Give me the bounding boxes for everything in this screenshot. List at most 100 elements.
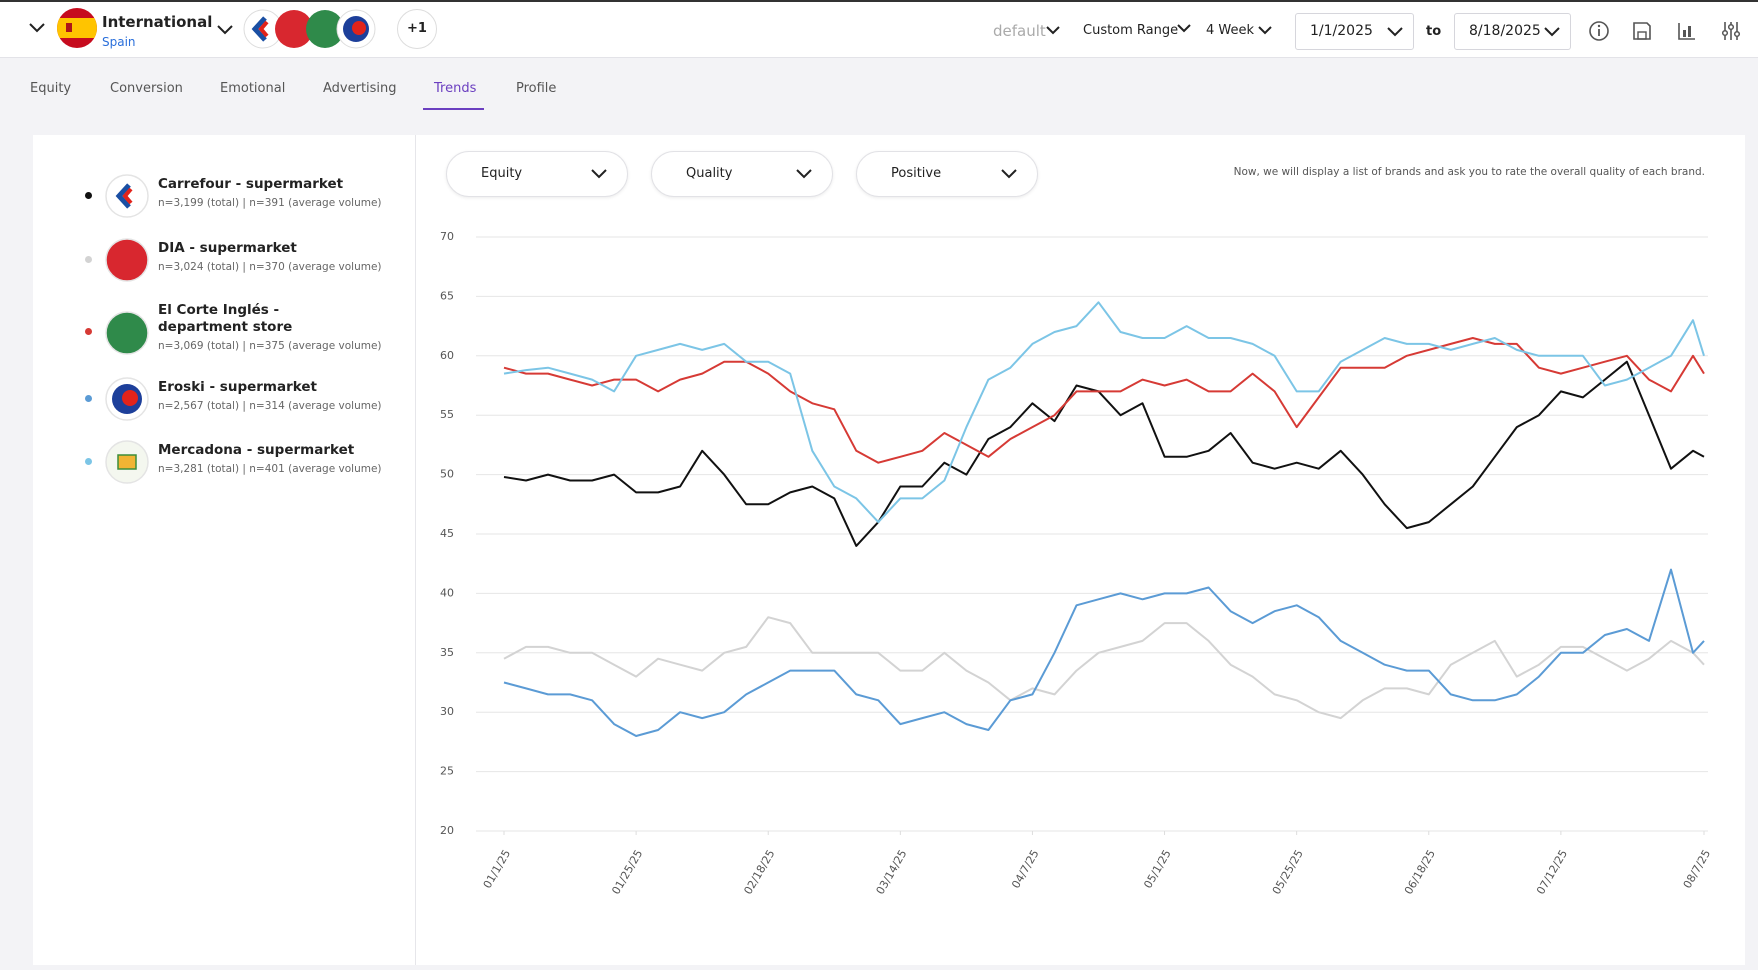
preset[interactable]: default	[993, 22, 1046, 40]
x-tick-label: 07/12/25	[1534, 848, 1570, 897]
tab[interactable]: Advertising	[323, 81, 397, 96]
dropdown-label: Quality	[686, 166, 733, 181]
legend-name: Mercadona - supermarket	[158, 442, 355, 458]
y-tick-label: 30	[440, 705, 454, 718]
start-date[interactable]: 1/1/2025	[1295, 13, 1414, 50]
legend-sample: n=3,199 (total) | n=391 (average volume)	[158, 197, 382, 209]
legend-name: Carrefour - supermarket	[158, 176, 344, 192]
chevron	[591, 169, 607, 179]
chevron-path	[1001, 169, 1017, 179]
end-date[interactable]: 8/18/2025	[1454, 13, 1571, 50]
brand-logo	[105, 238, 149, 282]
logo-mark	[115, 183, 131, 209]
x-tick-label: 01/1/25	[481, 848, 513, 891]
tab[interactable]: Profile	[516, 81, 557, 96]
brand-logos	[243, 9, 376, 49]
logo-circle	[105, 311, 149, 355]
end-date-text: 8/18/2025	[1469, 23, 1541, 39]
range[interactable]: Custom Range	[1083, 23, 1179, 38]
more-brands[interactable]: +1	[397, 9, 437, 49]
series-line	[503, 337, 1705, 464]
legend-sample: n=2,567 (total) | n=314 (average volume)	[158, 400, 382, 412]
start-date-text: 1/1/2025	[1310, 23, 1373, 39]
settings-icon[interactable]	[1720, 20, 1742, 42]
x-tick-label: 01/25/25	[609, 848, 645, 897]
logo-mark	[122, 187, 133, 205]
description: Now, we will display a list of brands an…	[1233, 166, 1705, 178]
y-tick-label: 35	[440, 646, 454, 659]
legend-dot	[85, 256, 92, 263]
dropdown-label: Equity	[481, 166, 523, 181]
x-tick-label: 02/18/25	[741, 848, 777, 897]
y-tick-label: 50	[440, 468, 454, 481]
dropdown-label: Positive	[891, 166, 942, 181]
period[interactable]: 4 Week	[1206, 23, 1255, 38]
brand-logo	[105, 311, 149, 355]
legend-dot	[85, 395, 92, 402]
chevron[interactable]	[28, 22, 46, 34]
chevron[interactable]	[1177, 24, 1191, 34]
legend-dot	[85, 458, 92, 465]
y-tick-label: 45	[440, 527, 454, 540]
to-label: to	[1426, 24, 1442, 39]
x-tick-label: 03/14/25	[874, 848, 910, 897]
chevron-path	[591, 169, 607, 179]
info-icon[interactable]	[1588, 20, 1610, 42]
brand-logo	[105, 440, 149, 484]
legend-item: El Corte Inglés - department store n=3,06…	[80, 302, 400, 355]
legend-sample: n=3,024 (total) | n=370 (average volume)	[158, 261, 382, 273]
flag	[57, 8, 97, 48]
legend-sample: n=3,281 (total) | n=401 (average volume)	[158, 463, 382, 475]
chevron	[1387, 27, 1403, 37]
series-line	[503, 616, 1705, 720]
series-line	[503, 301, 1705, 524]
legend-item: Mercadona - supermarket n=3,281 (total) |…	[80, 440, 400, 492]
x-tick-label: 05/25/25	[1270, 848, 1306, 897]
save-icon[interactable]	[1631, 20, 1653, 42]
y-tick-label: 40	[440, 586, 454, 599]
chart: 20 25 30 35 40 45 50 55 60 65 70 01/1/25 01/25/25 02/…	[440, 230, 1713, 897]
dropdown[interactable]: Positive	[856, 151, 1038, 197]
panel	[33, 135, 1745, 965]
y-tick-label: 55	[440, 408, 454, 421]
divider	[415, 135, 416, 965]
chevron[interactable]	[216, 24, 234, 36]
chevron	[796, 169, 812, 179]
dropdown[interactable]: Quality	[651, 151, 833, 197]
x-tick-label: 05/1/25	[1141, 848, 1173, 891]
region[interactable]: International	[102, 13, 213, 31]
legend-name: Eroski - supermarket	[158, 379, 317, 395]
series-line	[503, 360, 1705, 547]
chart-icon[interactable]	[1676, 20, 1698, 42]
x-tick-label: 08/7/25	[1681, 848, 1713, 891]
legend-name: DIA - supermarket	[158, 240, 297, 256]
dropdown[interactable]: Equity	[446, 151, 628, 197]
y-tick-label: 65	[440, 289, 454, 302]
logo-circle	[105, 238, 149, 282]
y-tick-label: 60	[440, 349, 454, 362]
legend-item: Carrefour - supermarket n=3,199 (total) |…	[80, 174, 400, 226]
y-tick-label: 25	[440, 765, 454, 778]
series-line	[503, 568, 1705, 737]
brand-logo	[105, 377, 149, 421]
tab[interactable]: Trends	[434, 81, 477, 96]
logo-mark	[117, 454, 137, 470]
tab[interactable]: Emotional	[220, 81, 286, 96]
x-tick-label: 06/18/25	[1402, 848, 1438, 897]
legend-dot	[85, 192, 92, 199]
y-tick-label: 70	[440, 230, 454, 243]
brand-logo	[105, 174, 149, 218]
chevron[interactable]	[1258, 26, 1272, 36]
tab[interactable]: Equity	[30, 81, 72, 96]
tab[interactable]: Conversion	[110, 81, 183, 96]
logo-mark	[122, 390, 138, 406]
chevron	[1544, 27, 1560, 37]
country: Spain	[102, 35, 136, 49]
y-tick-label: 20	[440, 824, 454, 837]
chevron-path	[796, 169, 812, 179]
active-tab-underline	[423, 108, 484, 110]
chevron	[1001, 169, 1017, 179]
chevron[interactable]	[1046, 26, 1060, 36]
legend-item: Eroski - supermarket n=2,567 (total) | n=…	[80, 377, 400, 429]
